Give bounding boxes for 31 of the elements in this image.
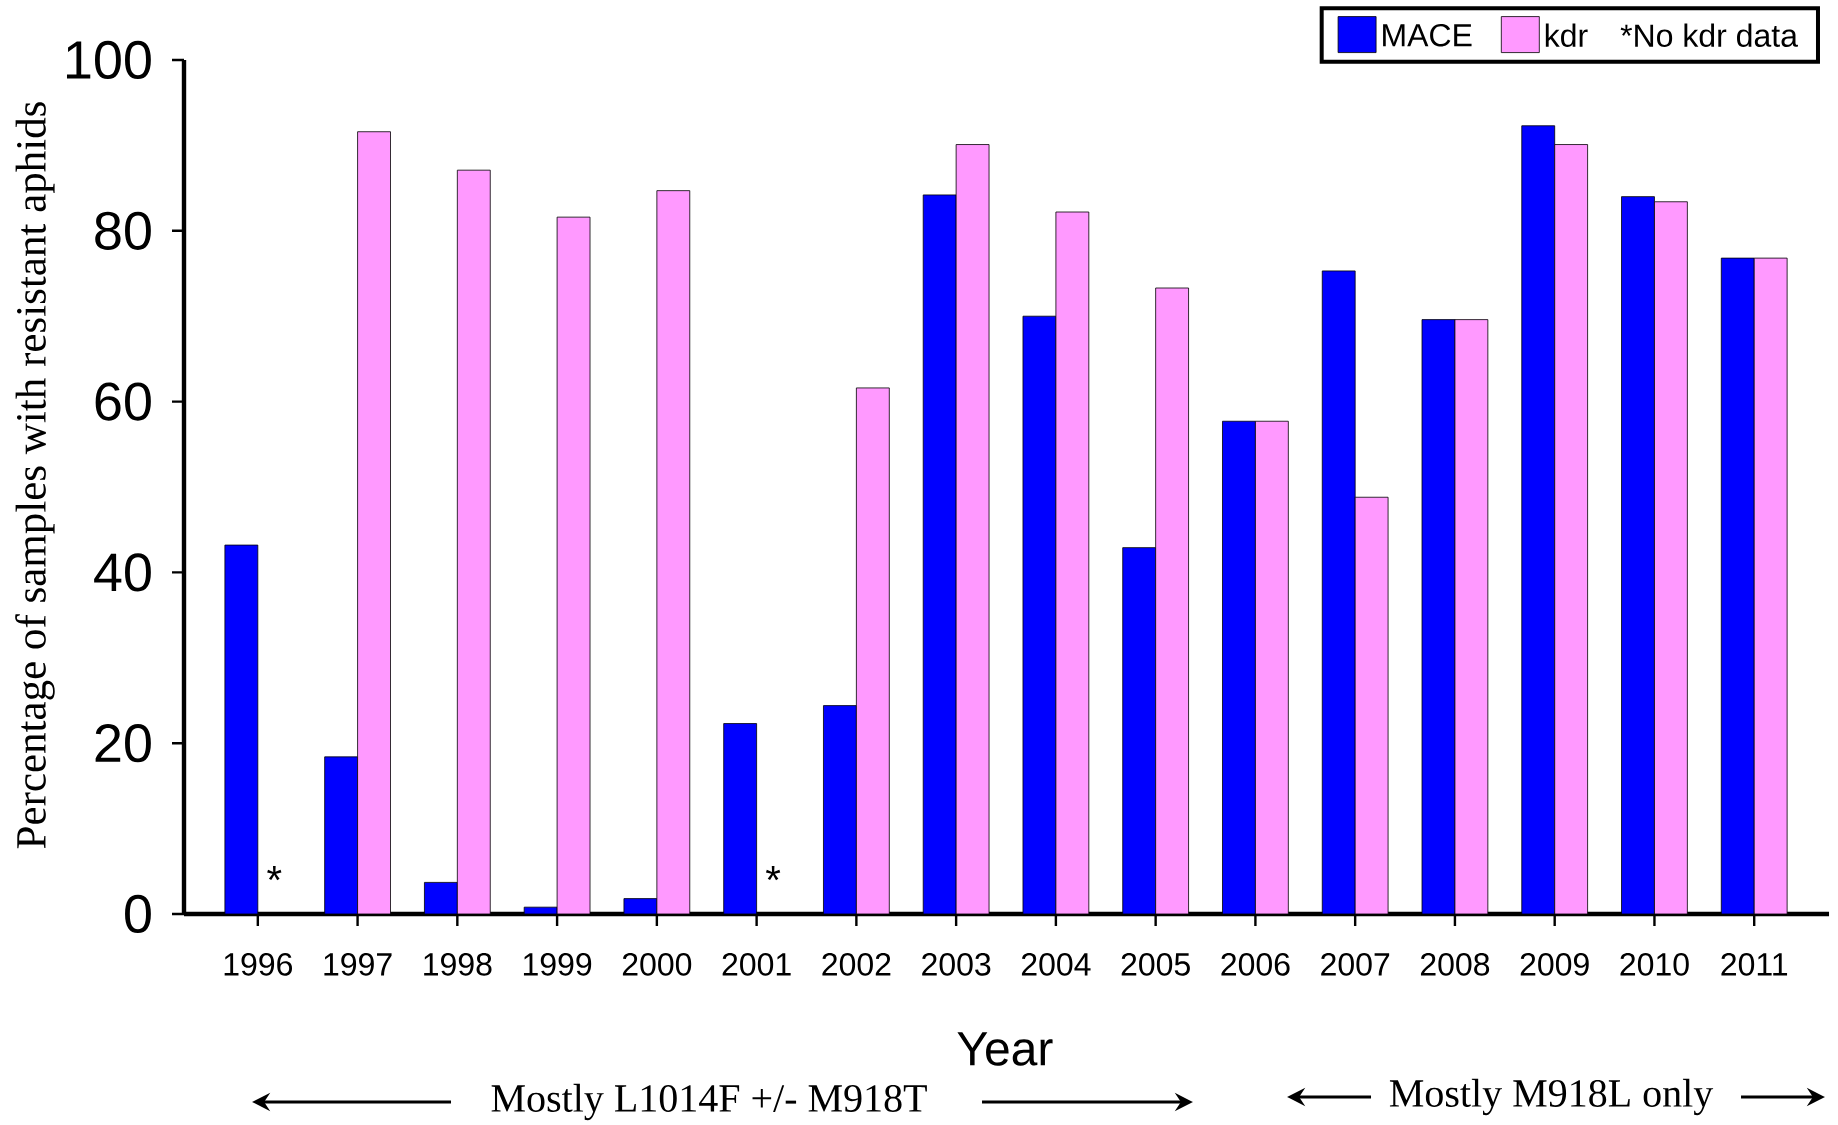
x-tick-label: 1996 [224,953,293,976]
x-tick-label: 2000 [622,953,692,976]
x-tick-label: 2004 [1021,953,1091,976]
annotation: * [267,866,282,881]
y-axis-title: Percentage of samples with resistant aphids [15,102,55,849]
x-axis-title: Year [957,1032,1053,1066]
x-tick-label: 2008 [1420,953,1490,976]
legend-label: kdr [1545,23,1588,47]
x-tick-label: 2011 [1721,953,1788,976]
annotation: * [765,866,781,881]
x-tick-label: 2009 [1520,953,1589,976]
x-tick-label: 2006 [1221,953,1290,976]
y-tick-label: 0 [125,894,151,934]
x-tick-label: 2007 [1321,953,1390,976]
y-tick-label: 80 [95,211,151,250]
x-tick-label: 1999 [523,953,592,976]
x-tick-label: 2002 [822,953,891,976]
x-tick-label: 1998 [424,953,492,976]
text: Mostly L1014F +/- M918T [491,1083,927,1121]
x-tick-label: 2001 [722,953,791,976]
x-tick-label: 2010 [1620,953,1689,976]
x-tick-label: 1997 [324,953,392,976]
x-tick-label: 2005 [1121,953,1190,976]
text: Mostly M918L only [1389,1078,1714,1116]
y-tick-label: 20 [95,724,151,763]
text: *No kdr data [1620,23,1798,47]
y-tick-label: 100 [66,40,151,80]
y-tick-label: 60 [95,382,151,421]
legend-label: MACE [1383,23,1472,47]
x-tick-label: 2003 [922,953,991,976]
y-tick-label: 40 [94,553,151,592]
